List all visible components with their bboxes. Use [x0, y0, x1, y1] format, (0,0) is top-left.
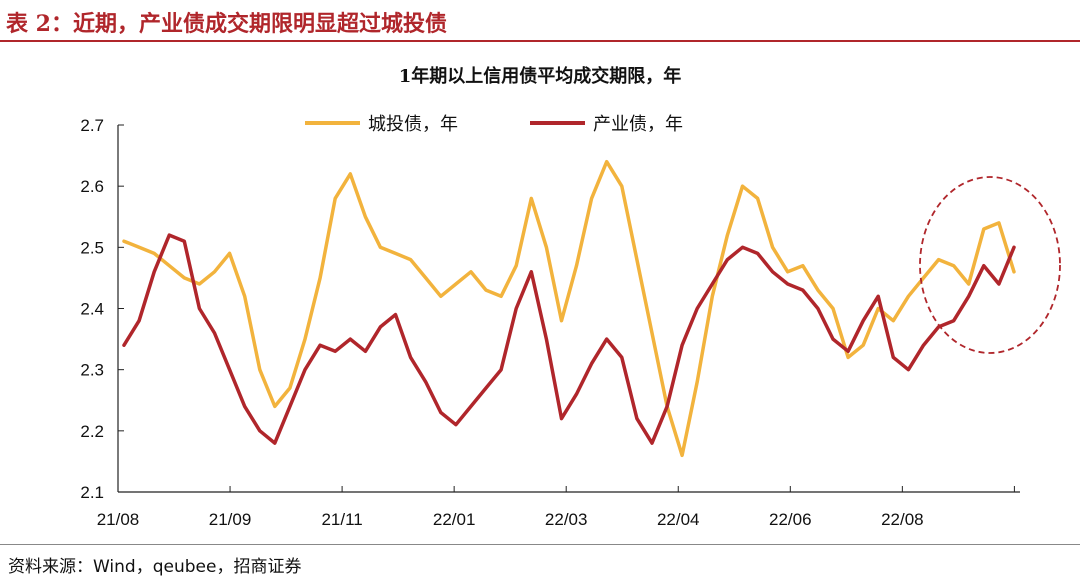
chart-area: 2.1 2.2 2.3 2.4 2.5 2.6 2.7 21/08 21/09 21/11 22/0…: [80, 114, 1061, 529]
source-note: 资料来源：Wind，qeubee，招商证券: [8, 557, 302, 577]
chart-title: 1年期以上信用债平均成交期限，年: [398, 66, 682, 87]
y-tick-label: 2.4: [80, 300, 104, 319]
y-tick-label: 2.1: [80, 483, 104, 502]
y-tick-label: 2.2: [80, 422, 104, 441]
legend-label-1: 城投债，年: [368, 114, 458, 135]
x-tick-label: 22/03: [545, 510, 588, 529]
x-tick-label: 21/08: [97, 510, 140, 529]
axes: 2.1 2.2 2.3 2.4 2.5 2.6 2.7 21/08 21/09 21/11 22/0…: [80, 116, 1020, 529]
highlight-circle: [919, 176, 1061, 354]
x-tick-label: 21/09: [209, 510, 252, 529]
series-layer: [122, 159, 1016, 458]
x-tick-label: 22/04: [657, 510, 700, 529]
y-tick-label: 2.3: [80, 361, 104, 380]
x-tick-label: 22/06: [769, 510, 812, 529]
x-tick-label: 21/11: [321, 510, 362, 529]
header-divider: [0, 40, 1080, 42]
y-tick-label: 2.7: [80, 116, 104, 135]
page-title: 表 2：近期，产业债成交期限明显超过城投债: [6, 11, 447, 37]
y-tick-label: 2.6: [80, 177, 104, 196]
series-line-2: [122, 233, 1016, 445]
legend: 城投债，年 产业债，年: [305, 114, 683, 135]
footer-divider: [0, 544, 1080, 545]
x-tick-label: 22/01: [433, 510, 476, 529]
series-line-1: [122, 159, 1016, 458]
legend-label-2: 产业债，年: [593, 114, 683, 135]
y-tick-label: 2.5: [80, 238, 104, 257]
x-tick-label: 22/08: [881, 510, 924, 529]
